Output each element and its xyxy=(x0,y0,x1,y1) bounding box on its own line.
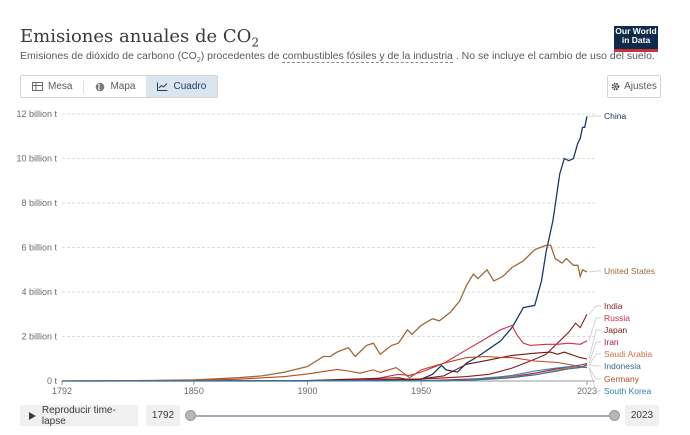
label-connector xyxy=(588,270,601,273)
series-label-united-states[interactable]: United States xyxy=(604,266,655,276)
series-label-indonesia[interactable]: Indonesia xyxy=(604,361,641,371)
series-line-indonesia[interactable] xyxy=(61,364,588,382)
timeline-end-handle[interactable] xyxy=(609,410,620,421)
label-connector xyxy=(588,367,601,380)
y-tick-label: 0 t xyxy=(47,376,58,386)
settings-label: Ajustes xyxy=(624,81,657,92)
table-icon xyxy=(32,82,43,91)
series-line-japan[interactable] xyxy=(61,351,588,382)
x-tick-label: 2023 xyxy=(577,386,597,396)
label-connector xyxy=(588,317,601,342)
y-tick-label: 6 billion t xyxy=(21,243,57,253)
label-connector xyxy=(588,341,601,364)
series-label-south-korea[interactable]: South Korea xyxy=(604,386,652,396)
label-connector xyxy=(588,353,601,366)
timeline-start-handle[interactable] xyxy=(185,410,196,421)
x-tick-label: 1950 xyxy=(411,386,431,396)
tab-map-label: Mapa xyxy=(110,81,136,92)
settings-button[interactable]: Ajustes xyxy=(607,75,661,98)
logo-line-1: Our World xyxy=(615,26,657,36)
label-connector xyxy=(588,305,601,315)
y-axis: 0 t 2 billion t 4 billion t 6 billion t 8 bi… xyxy=(16,109,57,386)
series-label-japan[interactable]: Japan xyxy=(604,325,627,335)
y-tick-label: 2 billion t xyxy=(21,332,57,342)
gear-icon xyxy=(611,82,620,91)
series-line-saudi-arabia[interactable] xyxy=(61,364,588,382)
y-tick-label: 12 billion t xyxy=(16,109,57,119)
series-line-south-korea[interactable] xyxy=(61,365,588,382)
series-line-china[interactable] xyxy=(62,116,588,382)
grid-lines xyxy=(62,113,595,382)
x-axis: 1792 1850 1900 1950 2023 xyxy=(52,381,597,396)
series-lines xyxy=(61,116,588,382)
series-label-iran[interactable]: Iran xyxy=(604,337,619,347)
play-label: Reproducir time-lapse xyxy=(41,404,116,427)
label-connector xyxy=(588,364,601,367)
series-label-saudi-arabia[interactable]: Saudi Arabia xyxy=(604,349,652,359)
series-labels: China United States India Russia Japan Iran Sa… xyxy=(588,111,655,396)
tab-table[interactable]: Mesa xyxy=(21,76,83,97)
y-tick-label: 8 billion t xyxy=(21,198,57,208)
globe-icon xyxy=(96,82,105,91)
x-tick-label: 1792 xyxy=(52,386,72,396)
chart-subtitle: Emisiones de dióxido de carbono (CO2) pr… xyxy=(20,50,655,65)
label-connector xyxy=(588,367,601,392)
tab-map[interactable]: Mapa xyxy=(84,76,146,97)
view-tabs: Mesa Mapa Cuadro xyxy=(20,75,219,98)
chart-title: Emisiones anuales de CO2 xyxy=(20,26,260,50)
line-chart: 0 t 2 billion t 4 billion t 6 billion t 8 bi… xyxy=(16,109,655,396)
y-tick-label: 4 billion t xyxy=(21,287,57,297)
x-tick-label: 1900 xyxy=(297,386,317,396)
series-label-india[interactable]: India xyxy=(604,301,623,311)
timeline-end-year: 2023 xyxy=(625,405,659,426)
series-label-china[interactable]: China xyxy=(604,111,626,121)
timeline-track[interactable] xyxy=(190,415,614,417)
series-line-russia[interactable] xyxy=(61,324,588,382)
tab-divider xyxy=(83,80,85,93)
logo-line-2: in Data xyxy=(621,35,651,45)
label-connector xyxy=(588,329,601,360)
y-tick-label: 10 billion t xyxy=(16,154,57,164)
tab-chart-label: Cuadro xyxy=(173,81,207,92)
series-label-germany[interactable]: Germany xyxy=(604,374,640,384)
play-icon xyxy=(29,411,36,420)
tab-chart[interactable]: Cuadro xyxy=(146,76,218,97)
play-timelapse-button[interactable]: Reproducir time-lapse xyxy=(20,404,138,427)
x-tick-label: 1850 xyxy=(184,386,204,396)
series-line-germany[interactable] xyxy=(61,355,588,382)
line-chart-icon xyxy=(157,82,168,91)
series-line-united-states[interactable] xyxy=(61,244,588,382)
owid-logo[interactable]: Our World in Data xyxy=(614,26,658,52)
tab-table-label: Mesa xyxy=(48,81,73,92)
definition-link[interactable]: combustibles fósiles y de la industria xyxy=(282,50,453,63)
series-label-russia[interactable]: Russia xyxy=(604,313,630,323)
timeline-start-year: 1792 xyxy=(146,405,180,426)
